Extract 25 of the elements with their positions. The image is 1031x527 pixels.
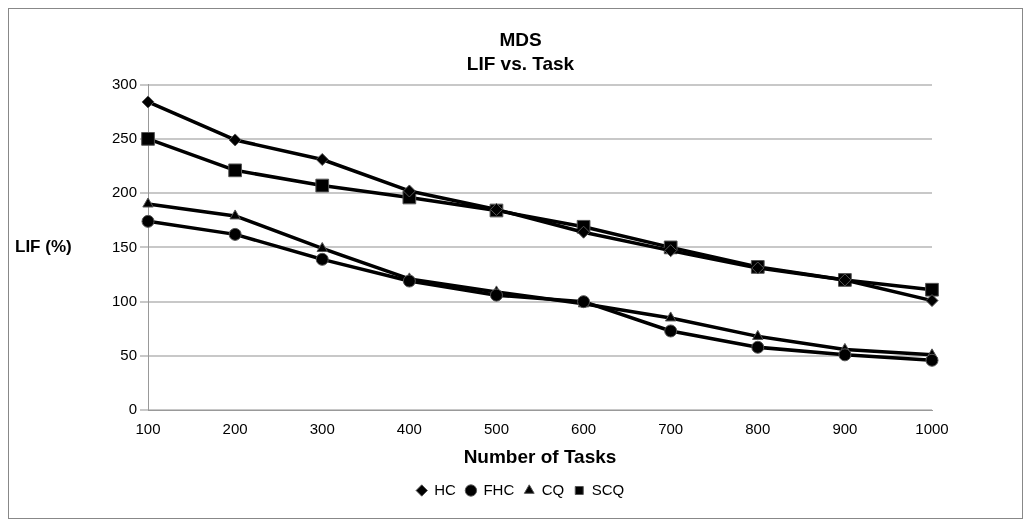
chart-subtitle: LIF vs. Task [466,53,575,75]
legend-label: FHC [483,480,515,498]
x-tick-label: 600 [571,420,597,438]
y-tick-label: 100 [112,291,138,309]
chart-title: MDS [499,28,542,50]
x-tick-label: 200 [222,420,248,438]
x-axis-title: Number of Tasks [463,445,617,467]
y-tick-label: 200 [112,183,138,201]
x-tick-label: 800 [745,420,771,438]
x-tick-label: 700 [658,420,684,438]
x-tick-label: 500 [483,420,509,438]
x-tick-label: 300 [309,420,335,438]
y-tick-label: 150 [112,237,138,255]
legend-label: CQ [541,480,565,498]
x-tick-label: 100 [135,420,161,438]
legend-label: SCQ [591,480,625,498]
y-tick-label: 50 [120,346,138,364]
y-tick-label: 0 [128,400,138,418]
y-axis-title: LIF (%) [15,237,72,257]
x-tick-label: 400 [396,420,422,438]
legend-label: HC [434,480,457,498]
y-tick-label: 300 [112,74,138,92]
x-tick-label: 1000 [915,420,949,438]
y-tick-label: 250 [112,129,138,147]
x-tick-label: 900 [832,420,858,438]
